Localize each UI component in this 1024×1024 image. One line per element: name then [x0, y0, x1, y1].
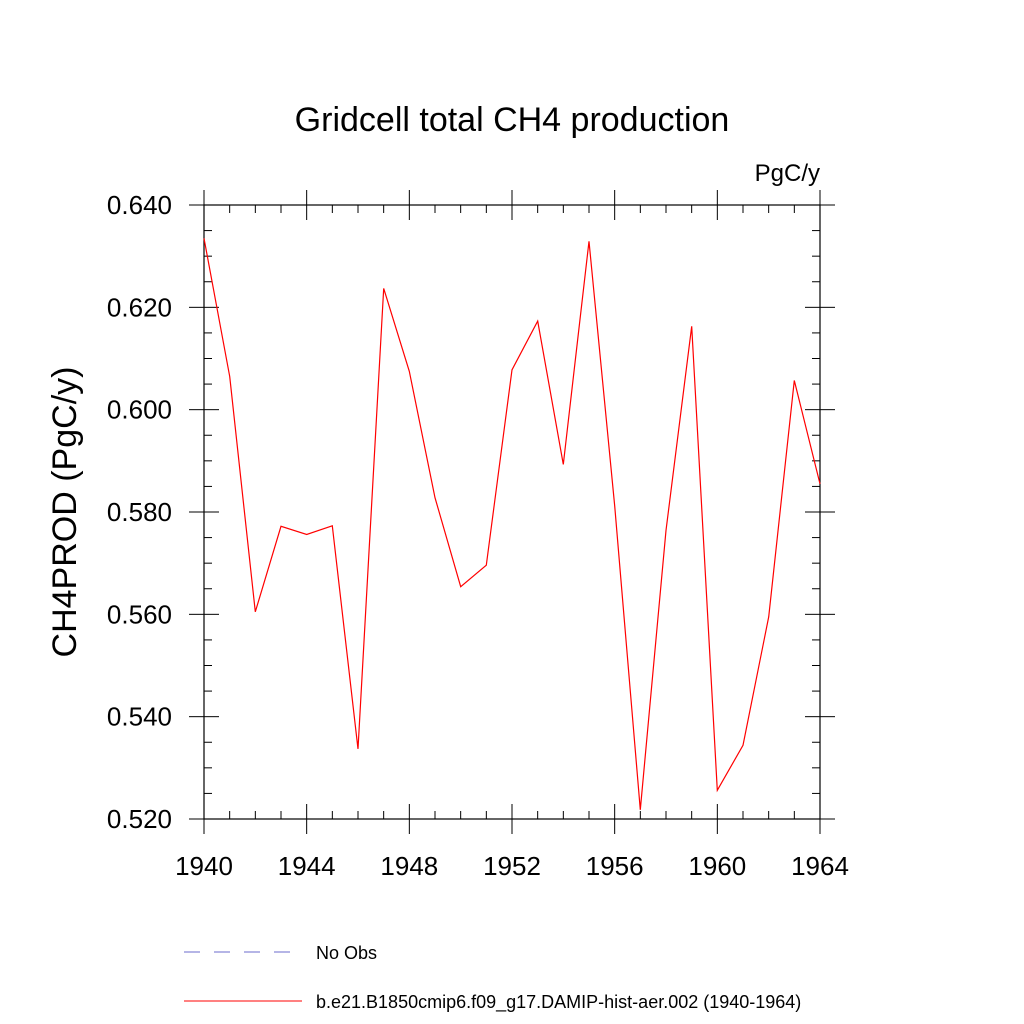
- axis-ticks: [189, 190, 835, 834]
- legend-label: b.e21.B1850cmip6.f09_g17.DAMIP-hist-aer.…: [316, 992, 801, 1013]
- legend: No Obs b.e21.B1850cmip6.f09_g17.DAMIP-his…: [184, 943, 801, 1013]
- plot-frame: [203, 204, 821, 820]
- y-tick-label: 0.600: [107, 395, 172, 425]
- x-tick-label: 1944: [278, 851, 336, 881]
- x-tick-label: 1952: [483, 851, 541, 881]
- x-tick-label: 1964: [791, 851, 849, 881]
- x-tick-label: 1960: [688, 851, 746, 881]
- y-tick-label: 0.620: [107, 292, 172, 322]
- chart-title: Gridcell total CH4 production: [295, 101, 730, 139]
- x-tick-label: 1948: [380, 851, 438, 881]
- series-line: [203, 238, 821, 810]
- legend-label: No Obs: [316, 943, 377, 963]
- axis-tick-labels: 1940 1944 1948 1952 1956 1960 1964 0.520 0.540 0.…: [107, 190, 849, 881]
- series-layer: [203, 238, 821, 810]
- y-tick-label: 0.580: [107, 497, 172, 527]
- units-label: PgC/y: [755, 160, 820, 187]
- y-tick-label: 0.560: [107, 599, 172, 629]
- y-tick-label: 0.640: [107, 190, 172, 220]
- x-tick-label: 1940: [175, 851, 233, 881]
- y-tick-label: 0.540: [107, 702, 172, 732]
- y-tick-label: 0.520: [107, 804, 172, 834]
- plot-area: [203, 204, 821, 820]
- x-tick-label: 1956: [586, 851, 644, 881]
- y-axis-label: CH4PROD (PgC/y): [46, 367, 84, 658]
